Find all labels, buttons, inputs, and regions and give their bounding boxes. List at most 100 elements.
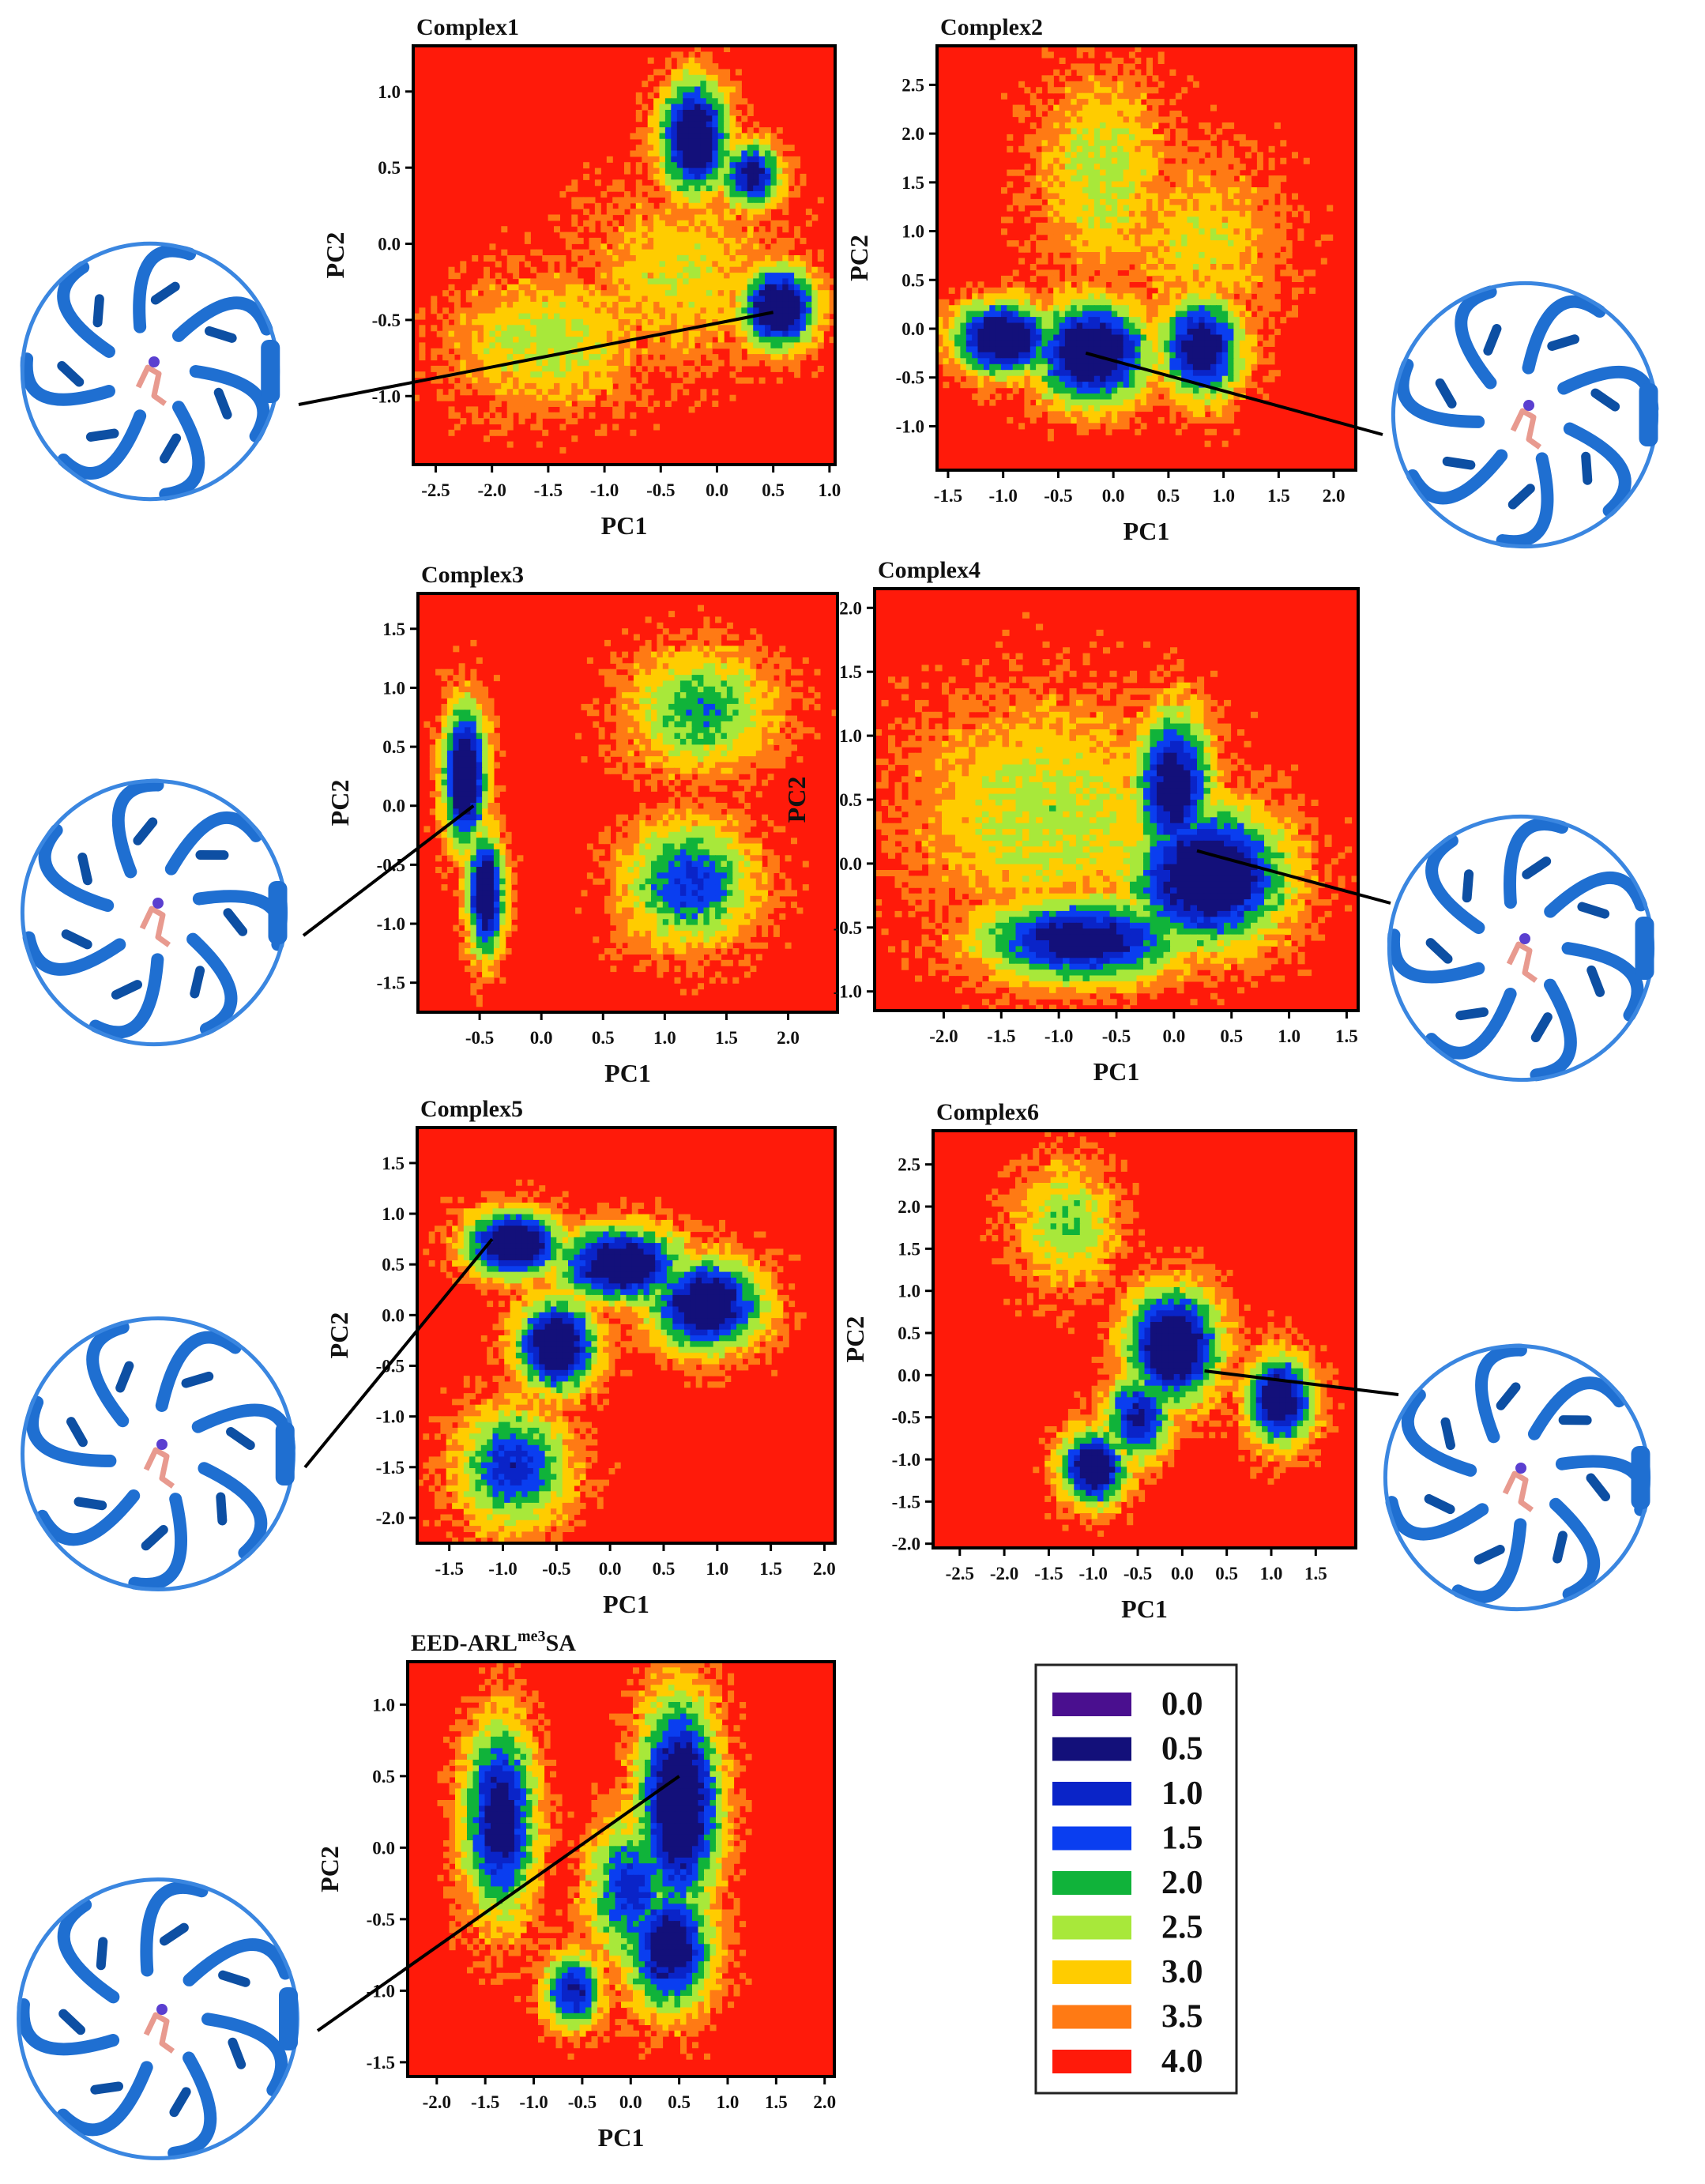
heatmap-cell xyxy=(1157,317,1165,324)
heatmap-cell xyxy=(1251,217,1258,224)
heatmap-cell xyxy=(1111,175,1118,183)
heatmap-cell xyxy=(794,290,801,297)
heatmap-cell xyxy=(776,220,783,227)
heatmap-cell xyxy=(589,412,596,419)
heatmap-cell xyxy=(1169,240,1176,247)
heatmap-cell xyxy=(1164,352,1171,359)
heatmap-cell xyxy=(1309,287,1316,294)
heatmap-cell xyxy=(600,220,608,227)
heatmap-cell xyxy=(1041,145,1048,153)
heatmap-cell xyxy=(989,317,996,324)
heatmap-cell xyxy=(729,348,736,355)
heatmap-cell xyxy=(1088,75,1095,82)
heatmap-cell xyxy=(1088,246,1095,253)
heatmap-cell xyxy=(1047,370,1054,377)
heatmap-cell xyxy=(753,307,760,314)
heatmap-cell xyxy=(612,255,619,262)
heatmap-cell xyxy=(943,363,950,371)
heatmap-cell xyxy=(706,249,713,256)
heatmap-cell xyxy=(1233,240,1240,247)
heatmap-cell xyxy=(1140,234,1147,241)
heatmap-cell xyxy=(712,325,719,332)
heatmap-cell xyxy=(1192,217,1199,224)
heatmap-cell xyxy=(937,346,943,353)
heatmap-cell xyxy=(1018,111,1026,118)
heatmap-cell xyxy=(1071,258,1078,265)
heatmap-cell xyxy=(542,365,549,372)
heatmap-cell xyxy=(1105,116,1112,123)
heatmap-cell xyxy=(536,330,543,337)
heatmap-cell xyxy=(747,226,754,233)
heatmap-cell xyxy=(442,342,450,349)
heatmap-cell xyxy=(1001,363,1007,371)
heatmap-cell xyxy=(805,266,812,273)
heatmap-cell xyxy=(1157,222,1165,229)
heatmap-cell xyxy=(1053,164,1060,171)
heatmap-cell xyxy=(1221,140,1229,147)
heatmap-cell xyxy=(1164,305,1171,312)
heatmap-cell xyxy=(664,313,672,320)
heatmap-cell xyxy=(1093,240,1101,247)
heatmap-cell xyxy=(1100,145,1107,153)
x-tick-label: 0.5 xyxy=(762,480,785,500)
heatmap-cell xyxy=(577,360,584,367)
heatmap-cell xyxy=(741,290,748,297)
heatmap-cell xyxy=(1140,329,1147,336)
heatmap-cell xyxy=(1088,63,1095,70)
heatmap-cell xyxy=(983,311,990,318)
heatmap-cell xyxy=(1175,175,1182,183)
heatmap-cell xyxy=(765,145,771,152)
heatmap-cell xyxy=(659,185,666,192)
heatmap-cell xyxy=(782,319,789,326)
heatmap-cell xyxy=(1088,134,1095,141)
heatmap-cell xyxy=(1221,210,1229,217)
heatmap-cell xyxy=(1128,375,1135,382)
heatmap-cell xyxy=(1082,104,1089,111)
heatmap-cell xyxy=(1093,152,1101,159)
heatmap-cell xyxy=(1199,152,1206,159)
heatmap-cell xyxy=(1111,164,1118,171)
heatmap-cell xyxy=(1146,340,1153,347)
heatmap-cell xyxy=(954,322,962,329)
heatmap-cell xyxy=(1140,311,1147,318)
heatmap-cell xyxy=(741,214,748,221)
heatmap-cell xyxy=(1117,387,1124,394)
heatmap-cell xyxy=(1175,134,1182,141)
heatmap-cell xyxy=(1105,210,1112,217)
heatmap-cell xyxy=(1210,104,1217,111)
heatmap-cell xyxy=(1245,193,1252,200)
heatmap-cell xyxy=(489,371,496,378)
heatmap-cell xyxy=(583,337,590,344)
heatmap-cell xyxy=(724,104,731,111)
heatmap-cell xyxy=(1064,329,1071,336)
heatmap-cell xyxy=(618,406,625,413)
heatmap-cell xyxy=(1082,311,1089,318)
heatmap-cell xyxy=(624,255,630,262)
heatmap-cell xyxy=(1123,75,1130,82)
heatmap-cell xyxy=(688,51,695,58)
heatmap-cell xyxy=(1233,210,1240,217)
heatmap-cell xyxy=(694,179,701,186)
heatmap-cell xyxy=(676,255,683,262)
heatmap-cell xyxy=(1047,122,1054,130)
heatmap-cell xyxy=(1128,370,1135,377)
heatmap-cell xyxy=(1140,299,1147,306)
heatmap-cell xyxy=(1181,128,1188,135)
heatmap-cell xyxy=(1053,69,1060,76)
heatmap-cell xyxy=(724,255,731,262)
heatmap-cell xyxy=(1047,111,1054,118)
heatmap-cell xyxy=(700,86,707,93)
heatmap-cell xyxy=(706,301,713,308)
heatmap-cell xyxy=(770,296,777,303)
heatmap-cell xyxy=(1239,264,1246,271)
heatmap-cell xyxy=(765,150,771,157)
heatmap-cell xyxy=(770,173,777,180)
heatmap-cell xyxy=(1105,317,1112,324)
heatmap-cell xyxy=(735,237,742,244)
heatmap-cell xyxy=(1111,57,1118,64)
heatmap-cell xyxy=(454,330,461,337)
heatmap-cell xyxy=(571,394,578,401)
heatmap-cell xyxy=(1064,145,1071,153)
heatmap-cell xyxy=(664,127,672,134)
heatmap-cell xyxy=(530,389,537,396)
